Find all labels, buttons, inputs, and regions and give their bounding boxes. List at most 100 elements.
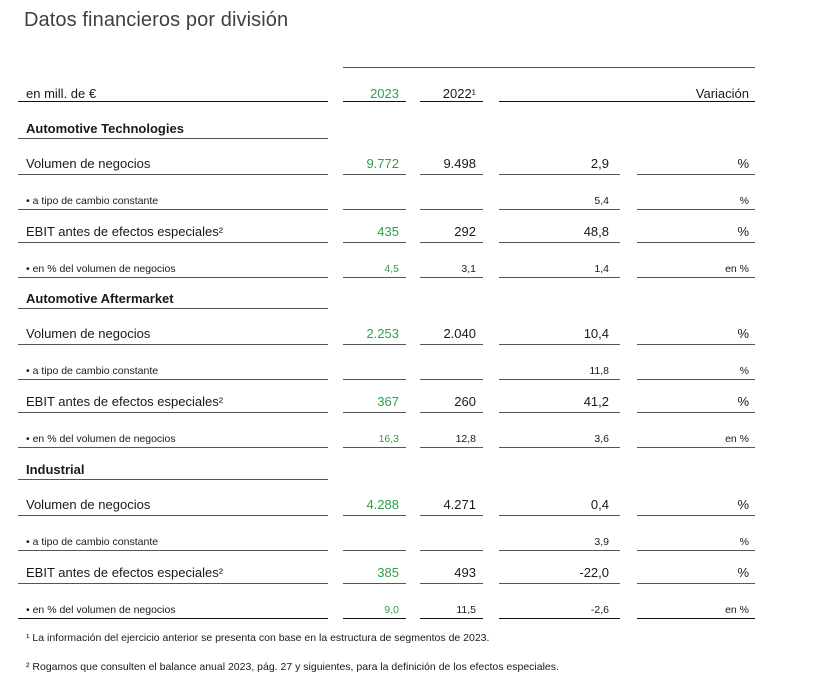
footnote-1: ¹ La información del ejercicio anterior … <box>26 632 490 644</box>
row-label: • en % del volumen de negocios <box>26 604 176 616</box>
header-top-rule <box>343 67 755 68</box>
header-rule-variation <box>499 101 755 102</box>
header-rule-2023 <box>343 101 406 102</box>
row-rule-label <box>18 174 328 175</box>
row-rule-label <box>18 344 328 345</box>
row-rule-2023 <box>343 209 406 210</box>
row-label: • a tipo de cambio constante <box>26 195 159 207</box>
row-label: Volumen de negocios <box>26 156 151 171</box>
row-rule-2023 <box>343 344 406 345</box>
value-2023: 9,0 <box>384 604 399 616</box>
row-rule-unit <box>637 583 755 584</box>
column-header-2023: 2023 <box>370 86 399 101</box>
row-rule-variation <box>499 583 620 584</box>
value-variation: 5,4 <box>594 195 609 207</box>
value-variation: 11,8 <box>589 365 609 377</box>
value-2022: 3,1 <box>461 263 476 275</box>
row-rule-unit <box>637 550 755 551</box>
row-rule-label <box>18 242 328 243</box>
value-2023: 385 <box>377 565 399 580</box>
row-rule-2023 <box>343 412 406 413</box>
section-rule <box>18 308 328 309</box>
value-variation: 48,8 <box>583 224 609 239</box>
row-rule-unit <box>637 277 755 278</box>
row-rule-variation <box>499 174 620 175</box>
variation-unit: % <box>737 326 749 341</box>
row-rule-2022 <box>420 242 483 243</box>
variation-unit: % <box>739 365 749 377</box>
value-variation: -22,0 <box>579 565 609 580</box>
value-2022: 260 <box>454 394 476 409</box>
row-rule-2022 <box>420 618 483 619</box>
column-header-variation: Variación <box>695 86 749 101</box>
section-title: Automotive Technologies <box>26 121 184 136</box>
row-label: Volumen de negocios <box>26 497 151 512</box>
row-rule-2022 <box>420 412 483 413</box>
row-rule-2022 <box>420 209 483 210</box>
row-rule-unit <box>637 242 755 243</box>
header-rule-2022 <box>420 101 483 102</box>
row-rule-2022 <box>420 379 483 380</box>
row-label: EBIT antes de efectos especiales² <box>26 224 224 239</box>
row-rule-2023 <box>343 550 406 551</box>
row-rule-variation <box>499 379 620 380</box>
value-2023: 2.253 <box>366 326 399 341</box>
row-rule-unit <box>637 618 755 619</box>
value-2022: 292 <box>454 224 476 239</box>
row-label: EBIT antes de efectos especiales² <box>26 394 224 409</box>
row-rule-2022 <box>420 583 483 584</box>
unit-label: en mill. de € <box>26 86 97 101</box>
value-2022: 9.498 <box>443 156 476 171</box>
value-2023: 367 <box>377 394 399 409</box>
section-rule <box>18 138 328 139</box>
row-label: • en % del volumen de negocios <box>26 433 176 445</box>
row-rule-variation <box>499 344 620 345</box>
row-rule-variation <box>499 209 620 210</box>
variation-unit: % <box>737 497 749 512</box>
row-rule-2023 <box>343 242 406 243</box>
value-2023: 4.288 <box>366 497 399 512</box>
value-2022: 4.271 <box>443 497 476 512</box>
value-variation: 10,4 <box>583 326 609 341</box>
row-rule-unit <box>637 344 755 345</box>
row-rule-2023 <box>343 515 406 516</box>
section-title: Automotive Aftermarket <box>26 291 174 306</box>
value-2023: 435 <box>377 224 399 239</box>
row-rule-2022 <box>420 447 483 448</box>
footnote-2: ² Rogamos que consulten el balance anual… <box>26 661 559 673</box>
row-label: EBIT antes de efectos especiales² <box>26 565 224 580</box>
variation-unit: % <box>739 536 749 548</box>
row-rule-2023 <box>343 583 406 584</box>
value-variation: 1,4 <box>594 263 609 275</box>
value-2023: 9.772 <box>366 156 399 171</box>
row-label: • a tipo de cambio constante <box>26 365 159 377</box>
row-label: Volumen de negocios <box>26 326 151 341</box>
column-header-2022: 2022¹ <box>442 86 476 101</box>
variation-unit: en % <box>725 263 749 275</box>
row-rule-variation <box>499 412 620 413</box>
variation-unit: % <box>739 195 749 207</box>
row-rule-unit <box>637 447 755 448</box>
row-rule-2023 <box>343 379 406 380</box>
value-variation: 41,2 <box>583 394 609 409</box>
value-variation: 3,6 <box>594 433 609 445</box>
row-label: • a tipo de cambio constante <box>26 536 159 548</box>
value-2023: 4,5 <box>384 263 399 275</box>
page-title: Datos financieros por división <box>24 9 289 31</box>
value-2022: 493 <box>454 565 476 580</box>
row-rule-label <box>18 550 328 551</box>
variation-unit: % <box>737 565 749 580</box>
row-rule-variation <box>499 277 620 278</box>
section-rule <box>18 479 328 480</box>
row-rule-unit <box>637 174 755 175</box>
variation-unit: en % <box>725 433 749 445</box>
variation-unit: % <box>737 156 749 171</box>
value-variation: 0,4 <box>590 497 609 512</box>
row-rule-label <box>18 379 328 380</box>
value-2022: 12,8 <box>455 433 476 445</box>
row-rule-label <box>18 412 328 413</box>
row-rule-2023 <box>343 447 406 448</box>
row-rule-unit <box>637 515 755 516</box>
row-rule-unit <box>637 209 755 210</box>
value-2022: 11,5 <box>456 604 476 616</box>
